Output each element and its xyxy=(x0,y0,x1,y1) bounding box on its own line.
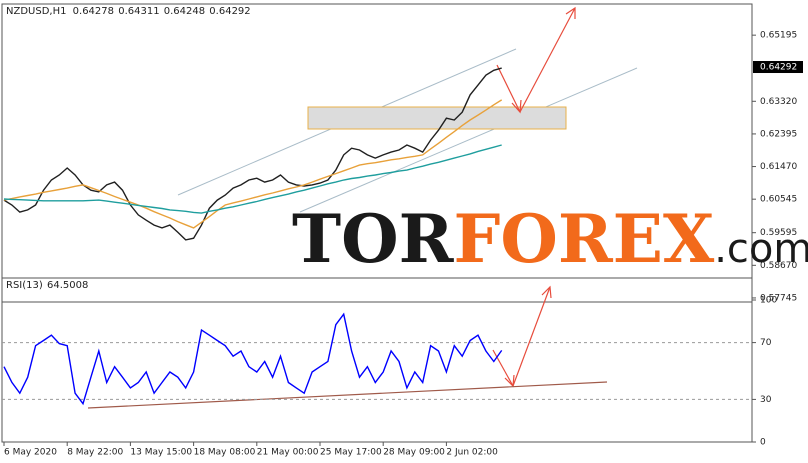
header-value: 64.5008 xyxy=(47,280,88,291)
series-line xyxy=(3,312,503,406)
watermark-part: TOR xyxy=(292,200,455,278)
header-value: 0.64278 xyxy=(73,6,114,17)
y-tick-label: 0.59595 xyxy=(760,228,797,238)
y-tick-label: 0.60545 xyxy=(760,195,797,205)
price-panel xyxy=(1,3,753,303)
series-line xyxy=(3,144,502,214)
y-tick-label: 0.62395 xyxy=(760,129,797,139)
x-tick-label: 6 May 2020 xyxy=(4,448,57,458)
symbol: NZDUSD,H1 xyxy=(6,6,66,17)
series-line xyxy=(3,99,503,229)
series-line xyxy=(3,67,502,241)
support-zone xyxy=(307,106,567,130)
y-tick-label: 0.61470 xyxy=(760,162,797,172)
y-tick-label: 0.58670 xyxy=(760,261,797,271)
indicator-name: RSI(13) xyxy=(6,280,43,291)
price-header: NZDUSD,H1 0.64278 0.64311 0.64248 0.6429… xyxy=(6,6,251,17)
x-tick-label: 2 Jun 02:00 xyxy=(446,448,498,458)
x-tick-label: 13 May 15:00 xyxy=(130,448,192,458)
y-tick-label: 0.57745 xyxy=(760,293,797,303)
forecast-arrows xyxy=(492,6,576,388)
channel-line xyxy=(299,67,638,213)
y-tick-label: 0 xyxy=(760,438,766,448)
x-tick-label: 28 May 09:00 xyxy=(383,448,445,458)
watermark-part: .com xyxy=(714,226,808,272)
y-tick-label: 0.65195 xyxy=(760,31,797,41)
watermark-part: FOREX xyxy=(453,200,715,278)
header-value: 0.64311 xyxy=(118,6,159,17)
x-tick-label: 25 May 17:00 xyxy=(320,448,382,458)
x-tick-label: 18 May 08:00 xyxy=(194,448,256,458)
y-tick-label: 70 xyxy=(760,338,772,348)
last-price-box xyxy=(753,61,803,74)
rsi-trend-line xyxy=(87,381,608,409)
rsi-header: RSI(13) 64.5008 xyxy=(6,280,88,291)
y-tick-label: 30 xyxy=(760,395,772,405)
y-tick-label: 100 xyxy=(760,296,777,306)
x-tick-label: 21 May 00:00 xyxy=(257,448,319,458)
header-value: 0.64248 xyxy=(164,6,205,17)
last-price-label: 0.64292 xyxy=(760,63,797,73)
watermark: TORFOREX.com xyxy=(292,200,808,278)
x-tick-label: 8 May 22:00 xyxy=(67,448,123,458)
header-value: 0.64292 xyxy=(209,6,250,17)
y-tick-label: 0.63320 xyxy=(760,97,797,107)
rsi-panel xyxy=(1,277,753,443)
